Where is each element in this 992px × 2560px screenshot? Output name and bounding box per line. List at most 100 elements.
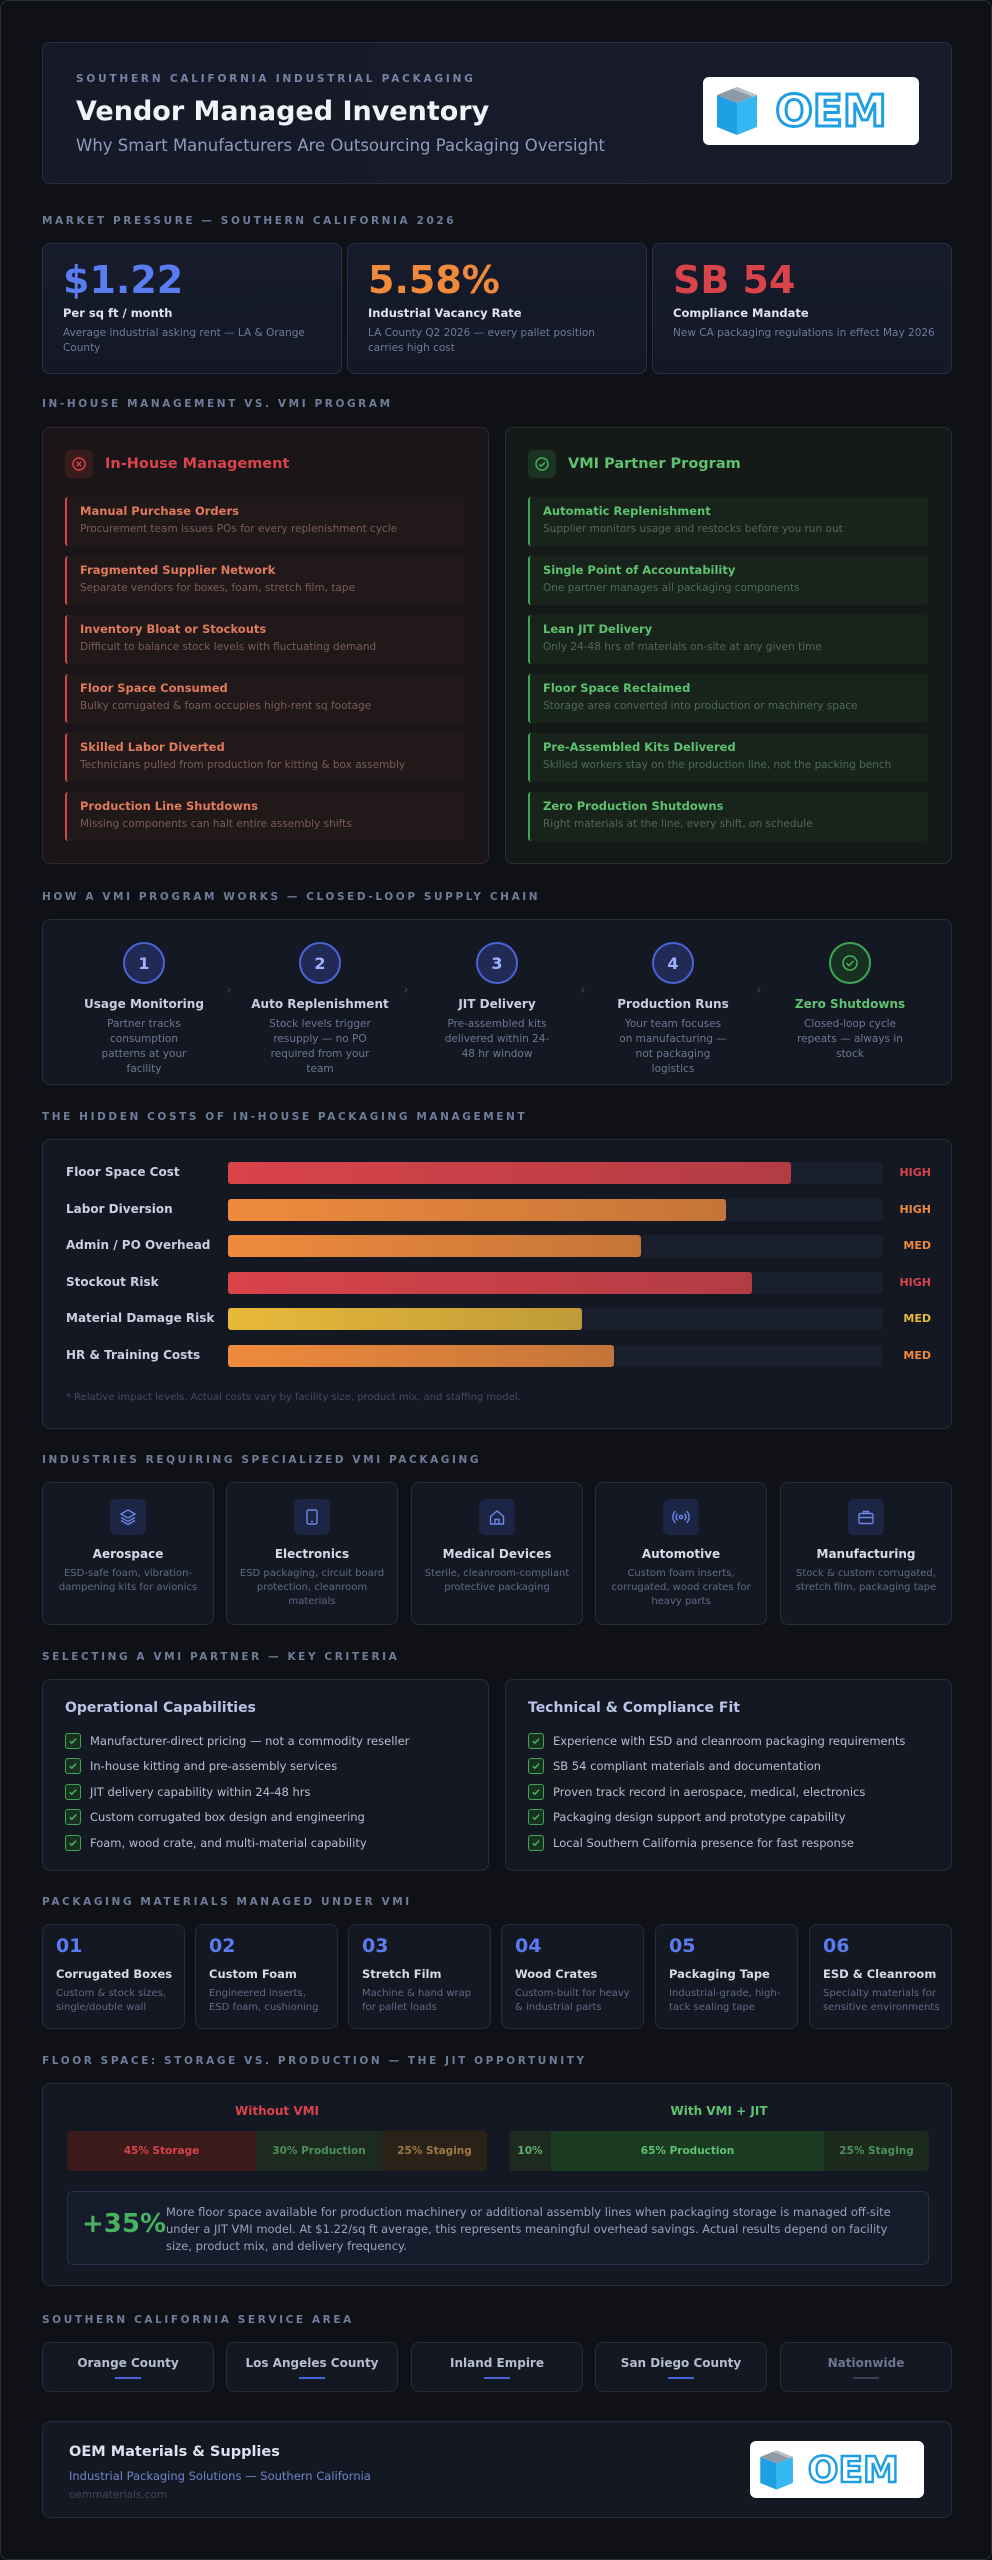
industry-name: Medical Devices <box>442 1547 552 1561</box>
process-step: Zero Shutdowns Closed-loop cycle repeats… <box>775 942 925 1062</box>
footer: OEM Materials & Supplies Industrial Pack… <box>42 2421 952 2518</box>
chevron-right-icon: › <box>226 982 232 998</box>
chevron-right-icon: › <box>580 982 586 998</box>
stat-desc: Average industrial asking rent — LA & Or… <box>63 327 305 354</box>
item-title: Pre-Assembled Kits Delivered <box>543 740 736 754</box>
inhouse-panel: In-House Management Manual Purchase Orde… <box>42 427 489 864</box>
x-circle-icon <box>65 450 93 478</box>
industry-card: Electronics ESD packaging, circuit board… <box>226 1482 398 1625</box>
cost-bar <box>228 1198 726 1221</box>
cost-label: Material Damage Risk <box>66 1311 215 1325</box>
cost-track <box>228 1271 883 1294</box>
vmi-title: VMI Partner Program <box>568 456 741 472</box>
cost-bar <box>228 1235 641 1257</box>
step-number: 2 <box>299 942 341 984</box>
item-desc: Supplier monitors usage and restocks bef… <box>543 523 843 535</box>
industry-name: Aerospace <box>92 1547 164 1561</box>
cost-level: MED <box>903 1348 931 1362</box>
vmi-item: Automatic Replenishment Supplier monitors… <box>528 497 928 546</box>
step-desc: Your team focuses on manufacturing — not… <box>619 1018 727 1075</box>
material-desc: Custom-built for heavy & industrial part… <box>515 1988 630 2013</box>
underline <box>299 2377 325 2379</box>
criteria-text: In-house kitting and pre-assembly servic… <box>90 1759 338 1774</box>
item-title: Fragmented Supplier Network <box>80 563 276 577</box>
section-label-service: SOUTHERN CALIFORNIA SERVICE AREA <box>42 2314 354 2326</box>
industry-card: Automotive Custom foam inserts, corrugat… <box>595 1482 767 1625</box>
section-label-costs: THE HIDDEN COSTS OF IN-HOUSE PACKAGING M… <box>42 1111 528 1123</box>
floor-panel: Without VMI With VMI + JIT 45% Storage 30… <box>42 2083 952 2286</box>
service-area: Inland Empire <box>411 2342 583 2392</box>
material-title: ESD & Cleanroom <box>823 1967 937 1981</box>
floor-segment: 10% <box>509 2131 551 2171</box>
with-vmi-title: With VMI + JIT <box>670 2104 768 2118</box>
cost-label: HR & Training Costs <box>66 1347 201 1362</box>
criteria-item: In-house kitting and pre-assembly servic… <box>65 1754 409 1780</box>
costs-panel: * Relative impact levels. Actual costs v… <box>42 1139 952 1429</box>
material-number: 01 <box>56 1935 83 1957</box>
cost-label: Stockout Risk <box>66 1274 159 1289</box>
item-title: Zero Production Shutdowns <box>543 799 724 813</box>
step-name: Auto Replenishment <box>251 997 389 1011</box>
footer-company: OEM Materials & Supplies <box>69 2444 280 2460</box>
criteria-text: SB 54 compliant materials and documentat… <box>553 1759 821 1774</box>
cost-bar <box>228 1271 752 1294</box>
service-area: Nationwide <box>780 2342 952 2392</box>
industry-desc: Stock & custom corrugated, stretch film,… <box>795 1568 937 1593</box>
criteria-text: Manufacturer-direct pricing — not a comm… <box>90 1733 410 1748</box>
item-title: Production Line Shutdowns <box>80 799 258 813</box>
stat-label: Compliance Mandate <box>673 306 809 320</box>
checkbox-icon <box>528 1809 544 1826</box>
criteria-title: Operational Capabilities <box>65 1700 256 1716</box>
material-title: Corrugated Boxes <box>56 1967 173 1981</box>
criteria-text: Experience with ESD and cleanroom packag… <box>553 1733 906 1748</box>
footer-website[interactable]: oemmaterials.com <box>69 2489 168 2501</box>
page-title: Vendor Managed Inventory <box>76 96 490 127</box>
material-number: 05 <box>669 1935 696 1957</box>
step-name: Zero Shutdowns <box>794 997 906 1011</box>
material-card: 04 Wood Crates Custom-built for heavy & in… <box>501 1924 644 2029</box>
criteria-item: Custom corrugated box design and enginee… <box>65 1805 409 1831</box>
industry-card: Medical Devices Sterile, cleanroom-compl… <box>411 1482 583 1625</box>
step-number: 4 <box>652 942 694 984</box>
callout-value: +35% <box>82 2209 167 2239</box>
criteria-item: SB 54 compliant materials and documentat… <box>528 1754 905 1780</box>
check-circle-icon <box>829 942 871 984</box>
item-desc: Separate vendors for boxes, foam, stretc… <box>80 582 356 594</box>
process-step: 2 Auto Replenishment Stock levels trigger … <box>245 942 395 1077</box>
material-card: 02 Custom Foam Engineered inserts, ESD foa… <box>195 1924 338 2029</box>
cost-track <box>228 1162 883 1184</box>
material-desc: Engineered inserts, ESD foam, cushioning <box>209 1988 319 2013</box>
inhouse-item: Floor Space Consumed Bulky corrugated & f… <box>65 674 465 723</box>
cost-bar <box>228 1344 615 1367</box>
step-number: 1 <box>123 942 165 984</box>
stat-label: Per sq ft / month <box>63 306 173 320</box>
chevron-right-icon: › <box>756 982 762 998</box>
material-title: Stretch Film <box>362 1967 442 1981</box>
cost-row: Stockout Risk HIGH <box>43 1271 953 1294</box>
section-label-industries: INDUSTRIES REQUIRING SPECIALIZED VMI PAC… <box>42 1454 482 1466</box>
industry-card: Manufacturing Stock & custom corrugated,… <box>780 1482 952 1625</box>
cost-row: Floor Space Cost HIGH <box>43 1162 953 1184</box>
section-label-criteria: SELECTING A VMI PARTNER — KEY CRITERIA <box>42 1651 400 1663</box>
item-title: Floor Space Reclaimed <box>543 681 691 695</box>
industry-desc: Sterile, cleanroom-compliant protective … <box>424 1568 570 1593</box>
industry-desc: Custom foam inserts, corrugated, wood cr… <box>611 1568 751 1607</box>
svg-text:OEM: OEM <box>808 2450 899 2491</box>
item-desc: Missing components can halt entire assem… <box>80 818 352 830</box>
underline <box>484 2377 510 2379</box>
floor-segment: 25% Staging <box>824 2131 929 2171</box>
service-area: Los Angeles County <box>226 2342 398 2392</box>
layers-icon <box>110 1499 146 1535</box>
stat-card: 5.58% Industrial Vacancy Rate LA County … <box>347 243 647 374</box>
industry-name: Electronics <box>274 1547 350 1561</box>
item-desc: Only 24-48 hrs of materials on-site at a… <box>543 641 822 653</box>
vmi-item: Single Point of Accountability One partne… <box>528 556 928 605</box>
check-circle-icon <box>528 450 556 478</box>
underline <box>853 2377 879 2379</box>
section-label-compare: IN-HOUSE MANAGEMENT VS. VMI PROGRAM <box>42 398 393 410</box>
item-title: Skilled Labor Diverted <box>80 740 225 754</box>
section-label-market: MARKET PRESSURE — SOUTHERN CALIFORNIA 20… <box>42 215 457 227</box>
criteria-list: Manufacturer-direct pricing — not a comm… <box>65 1728 409 1856</box>
home-icon <box>479 1499 515 1535</box>
